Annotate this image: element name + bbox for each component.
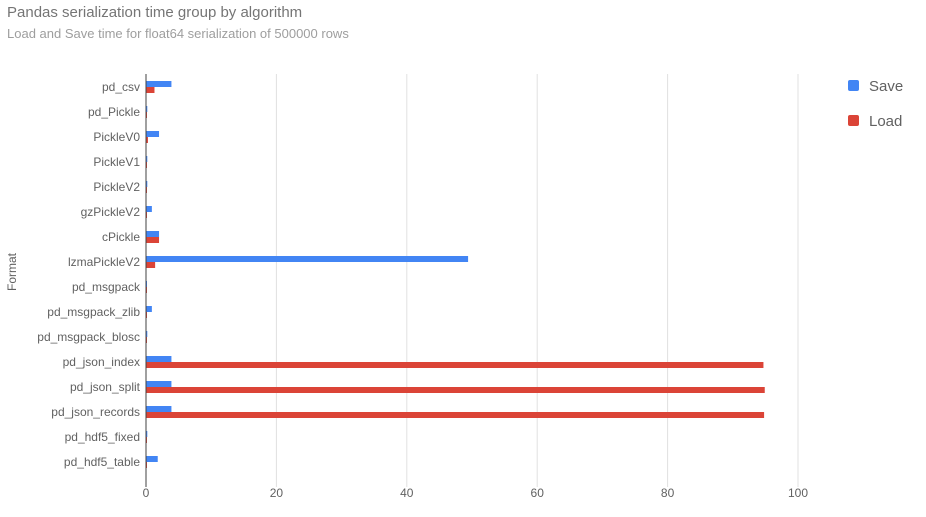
bar-save: [146, 256, 469, 262]
bar-save: [146, 181, 148, 187]
y-tick-label: PickleV0: [93, 130, 140, 144]
bar-load: [146, 262, 156, 268]
chart-title: Pandas serialization time group by algor…: [7, 4, 303, 21]
x-tick-label: 80: [661, 486, 675, 500]
bar-save: [146, 431, 148, 437]
bar-save: [146, 106, 148, 112]
legend-swatch-save: [848, 80, 859, 91]
y-axis-label: Format: [5, 252, 19, 291]
y-tick-label: pd_json_split: [70, 380, 141, 394]
legend-swatch-load: [848, 115, 859, 126]
bar-save: [146, 206, 152, 212]
y-tick-label: gzPickleV2: [81, 205, 141, 219]
x-axis: 0 20 40 60 80 100: [143, 486, 809, 500]
bar-save: [146, 306, 152, 312]
y-tick-label: pd_hdf5_fixed: [65, 430, 140, 444]
y-tick-label: pd_msgpack_zlib: [47, 305, 140, 319]
bar-load: [146, 137, 148, 143]
legend-label-save: Save: [869, 78, 904, 95]
bar-load: [146, 237, 160, 243]
x-tick-label: 40: [400, 486, 414, 500]
y-tick-label: PickleV2: [93, 180, 140, 194]
bar-save: [146, 456, 158, 462]
bar-save: [146, 81, 172, 87]
bar-save: [146, 381, 172, 387]
bars: [146, 81, 765, 468]
bar-load: [146, 362, 764, 368]
bar-load: [146, 412, 765, 418]
y-tick-label: pd_Pickle: [88, 105, 140, 119]
x-tick-label: 100: [788, 486, 808, 500]
bar-save: [146, 331, 148, 337]
x-tick-label: 20: [270, 486, 284, 500]
bar-save: [146, 131, 160, 137]
y-tick-label: pd_json_index: [63, 355, 140, 369]
bar-save: [146, 231, 160, 237]
x-tick-label: 0: [143, 486, 150, 500]
legend-label-load: Load: [869, 113, 903, 130]
y-tick-label: pd_json_records: [51, 405, 140, 419]
y-axis: pd_csv pd_Pickle PickleV0 PickleV1 PickleV2 g…: [37, 74, 147, 487]
y-tick-label: lzmaPickleV2: [68, 255, 140, 269]
chart-subtitle: Load and Save time for float64 serializa…: [7, 26, 349, 41]
bar-save: [146, 406, 172, 412]
y-tick-label: pd_msgpack_blosc: [37, 330, 140, 344]
bar-save: [146, 156, 148, 162]
y-tick-label: pd_hdf5_table: [64, 455, 140, 469]
y-tick-label: pd_csv: [102, 80, 140, 94]
bar-save: [146, 356, 172, 362]
y-tick-label: PickleV1: [93, 155, 140, 169]
x-tick-label: 60: [531, 486, 545, 500]
bar-load: [146, 387, 765, 393]
y-tick-label: cPickle: [102, 230, 140, 244]
gridlines: [275, 74, 799, 487]
y-tick-label: pd_msgpack: [72, 280, 141, 294]
bar-load: [146, 87, 155, 93]
